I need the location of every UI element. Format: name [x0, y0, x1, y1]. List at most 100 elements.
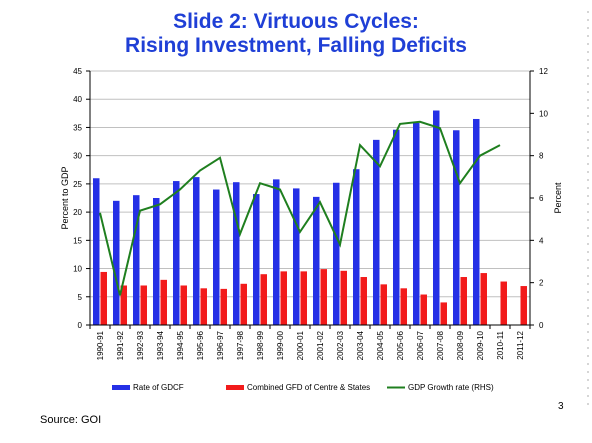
bar-gdcf: [373, 139, 380, 325]
category-label: 2007-08: [436, 330, 445, 360]
left-tick-label: 40: [73, 95, 82, 104]
left-axis-label: Percent to GDP: [60, 166, 70, 229]
bar-gdcf: [453, 130, 460, 325]
category-label: 1997-98: [236, 330, 245, 360]
legend-label: Rate of GDCF: [133, 383, 184, 392]
right-tick-label: 0: [539, 321, 544, 330]
left-tick-label: 5: [78, 293, 83, 302]
right-tick-label: 10: [539, 109, 548, 118]
bar-gfd: [320, 269, 327, 325]
bar-gfd: [360, 277, 367, 325]
bar-gdcf: [133, 195, 140, 325]
bar-gfd: [440, 302, 447, 325]
category-label: 2010-11: [496, 330, 505, 359]
bar-gfd: [240, 283, 247, 325]
bar-gfd: [120, 285, 127, 325]
bar-gdcf: [193, 177, 200, 325]
category-label: 1996-97: [216, 330, 225, 360]
bar-gdcf: [153, 198, 160, 325]
bar-gdcf: [273, 179, 280, 325]
right-tick-label: 6: [539, 194, 544, 203]
category-label: 1993-94: [156, 330, 165, 360]
left-tick-label: 35: [73, 123, 82, 132]
decorative-dotted-border: [586, 8, 590, 408]
category-label: 2003-04: [356, 330, 365, 360]
bars: [93, 110, 527, 325]
bar-gdcf: [313, 196, 320, 325]
bar-gfd: [160, 279, 167, 325]
bar-gdcf: [173, 181, 180, 325]
bar-gfd: [260, 274, 267, 325]
category-label: 1995-96: [196, 330, 205, 360]
right-tick-label: 8: [539, 152, 544, 161]
left-tick-label: 30: [73, 152, 82, 161]
left-tick-label: 15: [73, 236, 82, 245]
legend-label: Combined GFD of Centre & States: [247, 383, 370, 392]
left-tick-label: 10: [73, 265, 82, 274]
bar-gfd: [140, 285, 147, 325]
category-label: 1999-00: [276, 330, 285, 360]
left-tick-label: 45: [73, 67, 82, 76]
category-label: 1990-91: [96, 330, 105, 360]
bar-gdcf: [413, 122, 420, 325]
tick-labels: 0 5 10 15 20 25 30 35 40 45 0 2 4 6 8 10 12 1990-91 1991-9…: [73, 67, 548, 360]
bar-gdcf: [213, 189, 220, 325]
bar-gfd: [340, 270, 347, 325]
bar-gfd: [480, 273, 487, 325]
bar-gfd: [100, 271, 107, 325]
axes: [86, 70, 534, 329]
bar-gfd: [500, 281, 507, 325]
bar-gfd: [420, 294, 427, 325]
legend-swatch: [112, 385, 130, 390]
bar-gfd: [380, 284, 387, 325]
right-tick-label: 4: [539, 236, 544, 245]
category-label: 2001-02: [316, 330, 325, 360]
bar-gdcf: [293, 188, 300, 325]
source-note: Source: GOI: [40, 414, 102, 426]
left-tick-label: 0: [78, 321, 83, 330]
bar-gfd: [180, 285, 187, 325]
bar-gdcf: [233, 182, 240, 325]
right-axis-label: Percent: [553, 182, 563, 214]
right-tick-label: 12: [539, 67, 548, 76]
bar-gfd: [200, 288, 207, 325]
category-label: 2011-12: [516, 330, 525, 359]
category-label: 1991-92: [116, 330, 125, 360]
bar-gdcf: [393, 129, 400, 325]
category-label: 2002-03: [336, 330, 345, 360]
growth-rate-line: [99, 120, 501, 296]
bar-gfd: [280, 271, 287, 325]
bar-gdcf: [113, 200, 120, 325]
right-tick-label: 2: [539, 279, 544, 288]
category-label: 2005-06: [396, 330, 405, 360]
bar-gdcf: [433, 110, 440, 325]
slide-title-line-2: Rising Investment, Falling Deficits: [125, 34, 467, 57]
growth-line: [99, 120, 501, 296]
bar-gfd: [460, 277, 467, 325]
category-label: 1998-99: [256, 330, 265, 360]
bar-gdcf: [253, 194, 260, 325]
category-label: 2000-01: [296, 330, 305, 360]
category-label: 2006-07: [416, 330, 425, 360]
category-label: 2008-09: [456, 330, 465, 360]
category-label: 2009-10: [476, 330, 485, 360]
bar-gdcf: [473, 118, 480, 325]
legend-swatch: [226, 385, 244, 390]
slide-title-line-1: Slide 2: Virtuous Cycles:: [173, 10, 419, 33]
category-label: 2004-05: [376, 330, 385, 360]
bar-gfd: [400, 288, 407, 325]
bar-gdcf: [353, 169, 360, 325]
bar-gdcf: [93, 178, 100, 325]
bar-gfd: [220, 288, 227, 325]
legend: Rate of GDCF Combined GFD of Centre & Sta…: [112, 383, 494, 392]
legend-label: GDP Growth rate (RHS): [408, 383, 494, 392]
left-tick-label: 25: [73, 180, 82, 189]
left-tick-label: 20: [73, 208, 82, 217]
page-number: 3: [558, 401, 564, 412]
bar-gdcf: [333, 182, 340, 325]
bar-gfd: [520, 286, 527, 325]
category-label: 1992-93: [136, 330, 145, 360]
category-label: 1994-95: [176, 330, 185, 360]
bar-gfd: [300, 271, 307, 325]
